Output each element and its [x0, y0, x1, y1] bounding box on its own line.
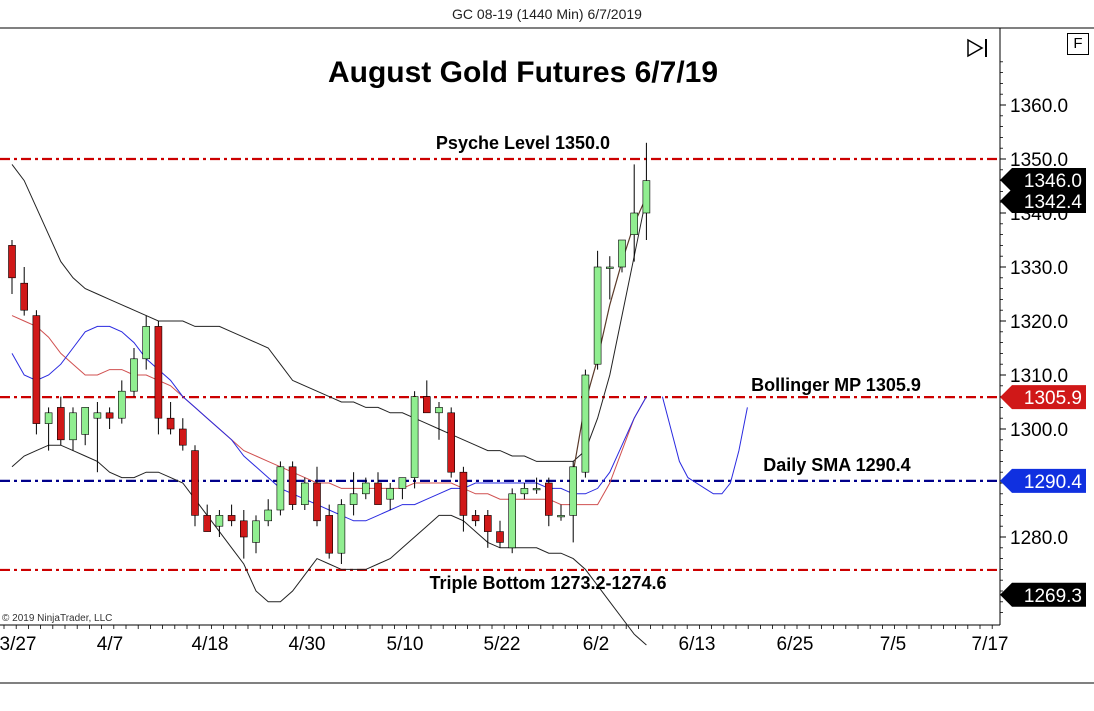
candle [520, 483, 529, 500]
x-tick-label: 5/10 [387, 634, 424, 655]
level-label: Triple Bottom 1273.2-1274.6 [429, 573, 666, 593]
chart-title: August Gold Futures 6/7/19 [328, 56, 718, 89]
candle [630, 164, 639, 262]
candle [532, 477, 541, 494]
candle [240, 510, 248, 559]
y-tick-label: 1310.0 [1010, 366, 1068, 387]
price-tag-label: 1342.4 [1024, 192, 1083, 213]
price-tag: 1269.3 [1000, 582, 1086, 607]
price-tag: 1305.9 [1000, 385, 1086, 410]
f-button[interactable]: F [1067, 33, 1089, 55]
candle [20, 267, 29, 316]
x-tick-label: 4/30 [289, 634, 326, 655]
window-title: GC 08-19 (1440 Min) 6/7/2019 [452, 6, 642, 22]
candle [203, 504, 211, 532]
x-tick-label: 3/27 [0, 634, 36, 655]
x-tick-label: 7/5 [880, 634, 906, 655]
candle [508, 488, 517, 554]
candle [374, 472, 382, 505]
price-tag-label: 1290.4 [1024, 472, 1083, 493]
y-tick-label: 1330.0 [1010, 258, 1068, 279]
price-tag-label: 1269.3 [1024, 586, 1082, 607]
upper-band-line [11, 164, 647, 462]
candle [593, 250, 602, 370]
candle [496, 520, 504, 548]
candle [569, 461, 578, 543]
candle [337, 499, 346, 564]
x-tick-label: 6/25 [777, 634, 814, 655]
candle [105, 407, 114, 429]
candle [435, 402, 443, 440]
candle [32, 310, 41, 435]
candle [386, 483, 395, 510]
y-tick-label: 1360.0 [1010, 96, 1068, 117]
candle [410, 391, 419, 489]
candle [544, 477, 553, 527]
candle [8, 240, 16, 294]
candle [447, 407, 456, 478]
price-tag: 1342.4 [1000, 189, 1086, 213]
y-tick-label: 1280.0 [1010, 528, 1068, 549]
copyright-text: © 2019 NinjaTrader, LLC [2, 613, 112, 624]
y-tick-label: 1300.0 [1010, 420, 1068, 441]
price-tag-label: 1346.0 [1024, 171, 1082, 192]
candle [81, 407, 89, 446]
candle [56, 396, 65, 446]
middle-band-line [11, 315, 647, 506]
x-tick-label: 6/13 [679, 634, 716, 655]
candle [459, 466, 468, 532]
y-tick-label: 1320.0 [1010, 312, 1068, 333]
candle [69, 407, 77, 451]
candle [44, 407, 53, 451]
candle [313, 466, 321, 527]
candle [581, 369, 590, 478]
x-tick-label: 6/2 [583, 634, 609, 655]
candle [130, 348, 138, 397]
candle [471, 510, 480, 527]
candle [264, 499, 273, 527]
price-tag: 1346.0 [1000, 168, 1086, 192]
x-tick-label: 7/17 [972, 634, 1009, 655]
level-label: Bollinger MP 1305.9 [751, 375, 921, 395]
candle [276, 461, 285, 516]
candle [154, 321, 163, 435]
price-tag: 1290.4 [1000, 468, 1086, 493]
candle [557, 504, 565, 521]
candle [191, 445, 199, 527]
candle [422, 380, 431, 414]
candle [252, 515, 260, 554]
sma-line-projection [661, 396, 748, 495]
x-tick-label: 4/7 [97, 634, 123, 655]
x-tick-label: 5/22 [484, 634, 521, 655]
candle [166, 402, 175, 435]
level-label: Daily SMA 1290.4 [763, 455, 910, 475]
candle [349, 472, 358, 516]
y-tick-label: 1350.0 [1010, 150, 1068, 171]
candle [605, 256, 614, 300]
candle [288, 461, 297, 510]
candle [325, 504, 334, 559]
level-label: Psyche Level 1350.0 [436, 133, 610, 153]
candle [93, 402, 102, 473]
candle [398, 477, 407, 500]
candle [300, 477, 309, 510]
candle [142, 315, 150, 370]
x-tick-label: 4/18 [192, 634, 229, 655]
candle [227, 504, 236, 527]
candle [483, 510, 492, 548]
candle [642, 142, 651, 240]
price-tag-label: 1305.9 [1024, 388, 1082, 409]
lower-band-line [11, 444, 647, 646]
play-to-end-icon[interactable] [966, 38, 992, 58]
candle [118, 380, 126, 424]
candle [215, 510, 224, 537]
candle [361, 477, 370, 500]
candle [618, 239, 626, 273]
candle [179, 418, 187, 451]
